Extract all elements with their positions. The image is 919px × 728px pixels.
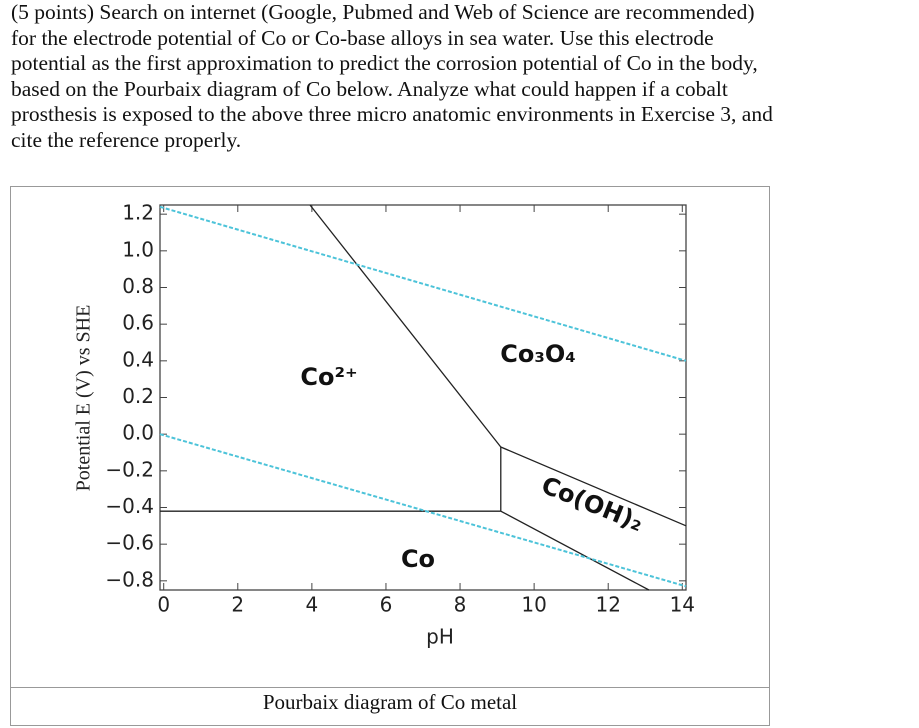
plot-frame: [159, 204, 687, 591]
y-tick-label: 0.4: [122, 347, 154, 371]
x-tick-label: 0: [157, 593, 170, 617]
y-axis-label: Potential E (V) vs SHE: [73, 305, 95, 492]
x-tick-label: 10: [521, 593, 546, 617]
y-tick-label: 0.8: [122, 274, 154, 298]
y-tick-label: 1.2: [122, 201, 154, 225]
question-line: for the electrode potential of Co or Co-…: [11, 25, 714, 50]
caption-row: Pourbaix diagram of Co metal: [11, 687, 769, 728]
region-label: Co(OH)₂: [538, 471, 648, 537]
page: {"question": {"lines": [ "(5 points) Sea…: [10, 0, 911, 726]
x-tick-label: 2: [231, 593, 244, 617]
y-tick-label: 1.0: [122, 237, 154, 261]
y-tick-label: −0.4: [105, 494, 154, 518]
y-tick-label: −0.2: [105, 457, 154, 481]
x-tick-label: 6: [380, 593, 393, 617]
y-tick-label: 0.6: [122, 311, 154, 335]
x-tick-label: 8: [454, 593, 467, 617]
water-line: [159, 433, 687, 588]
question-line: prosthesis is exposed to the above three…: [11, 102, 773, 126]
x-tick-label: 4: [306, 593, 319, 617]
y-tick-label: −0.6: [105, 531, 154, 555]
question-line: based on the Pourbaix diagram of Co belo…: [11, 76, 728, 101]
question-line: (5 points) Search on internet (Google, P…: [11, 0, 755, 24]
region-label: Co: [401, 545, 435, 573]
x-axis-label: pH: [426, 625, 454, 649]
boundary-line: [500, 510, 650, 591]
question-line: cite the reference properly.: [11, 127, 242, 152]
y-tick-label: 0.0: [122, 421, 154, 445]
region-label: Co²⁺: [300, 363, 357, 391]
boundary-line: [309, 204, 502, 448]
y-tick-label: −0.8: [105, 567, 154, 591]
x-tick-label: 12: [595, 593, 620, 617]
question-line: potential as the first approximation to …: [11, 51, 758, 75]
y-tick-label: 0.2: [122, 384, 154, 408]
question: (5 points) Search on internet (Google, P…: [11, 0, 911, 153]
region-label: Co₃O₄: [500, 340, 576, 368]
water-line: [159, 205, 687, 362]
boundary-line: [500, 446, 687, 527]
chart: 1.2 1.0 0.8 0.6 0.4 0.2 0.0 −0.2 −0.4 −0.6 −0.80 2 4…: [73, 201, 695, 649]
x-tick-label: 14: [670, 593, 695, 617]
caption: Pourbaix diagram of Co metal: [262, 690, 518, 714]
